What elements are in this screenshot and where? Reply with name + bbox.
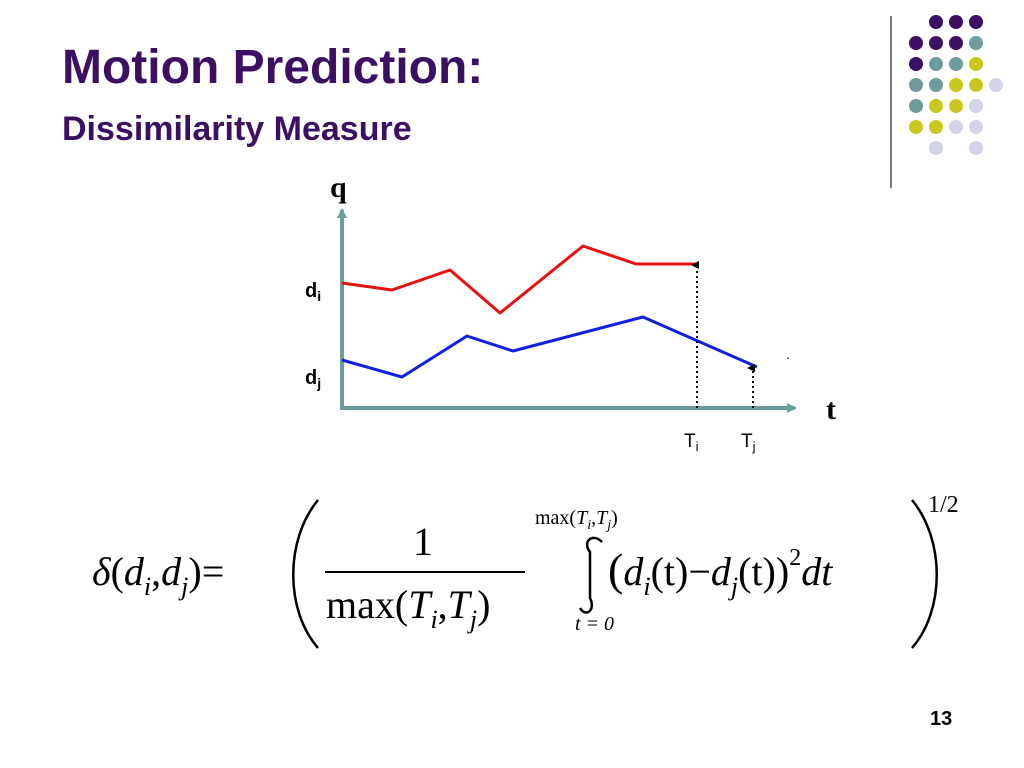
tick-tj-sub: j [752,439,756,454]
decorative-dot [929,120,943,134]
upper-max: max( [535,507,576,529]
tick-ti-main: T [684,431,696,452]
integrand-minus: − [688,549,711,594]
integral-sign [578,536,603,614]
den-i: i [430,605,437,634]
upper-j: j [605,518,611,533]
decorative-dot [929,141,943,155]
decorative-dot [929,99,943,113]
y-axis-label: q [330,171,347,204]
decorative-dot [949,99,963,113]
fraction-numerator: 1 [413,519,433,564]
upper-t1: T [576,507,589,529]
upper-comma: , [591,507,596,529]
integrand: (di(t)−dj(t))2dt [608,544,833,601]
stray-mark: . [786,346,790,362]
decorative-dot-grid [909,15,1003,155]
decorative-dot [929,57,943,71]
decorative-dot [969,78,983,92]
formula-lhs: δ(di,dj)= [92,549,224,601]
den-t2: T [448,582,473,627]
curve-j-label-main: d [305,367,317,389]
integrand-d1: d [623,549,644,594]
x-axis-label: t [826,393,836,426]
formula-lhs-comma: , [151,549,161,594]
integral-lower-limit: t = 0 [575,613,614,635]
decorative-dot [949,57,963,71]
formula-lhs-j: j [178,572,188,601]
upper-t2: T [596,507,609,529]
integrand-open-paren: ( [608,544,623,595]
den-comma: , [438,582,448,627]
fraction-denominator: max(Ti,Tj) [326,582,490,634]
formula-lhs-d1: d [124,549,145,594]
decorative-dot [989,78,1003,92]
decorative-dot [909,120,923,134]
decorative-dot [929,78,943,92]
formula-lhs-open: ( [111,549,124,594]
upper-close: ) [611,507,618,529]
curve-i-label-sub: i [317,288,321,304]
tick-label-ti: Ti [684,431,699,454]
curve-i-label-main: d [305,280,317,302]
integrand-square: 2 [789,545,801,571]
slide-subtitle: Dissimilarity Measure [62,110,412,148]
integrand-dt: dt [801,549,833,594]
formula-lhs-close: ) [188,549,201,594]
den-max: max( [326,582,408,627]
den-t1: T [408,582,433,627]
formula-lhs-d2: d [161,549,182,594]
decorative-dot [909,57,923,71]
tick-label-tj: Tj [741,431,756,454]
dissimilarity-formula: δ(di,dj)= 1 max(Ti,Tj) max(Ti,Tj) t = 0 … [92,492,959,649]
decorative-dot [969,120,983,134]
tick-ti-sub: i [696,439,699,454]
curve-i-label: di [305,280,321,304]
integrand-t1: (t) [651,549,689,594]
decorative-dot [949,78,963,92]
decorative-dot [969,141,983,155]
upper-i: i [587,518,591,533]
trajectory-curve-j [341,315,758,379]
trajectory-curve-i [341,244,697,315]
den-close: ) [477,582,490,627]
page-number: 13 [930,708,953,730]
decorative-dot [909,78,923,92]
decorative-dot [949,15,963,29]
big-right-paren [911,499,938,649]
slide-title: Motion Prediction: [62,41,484,94]
den-j: j [467,605,477,634]
decorative-dot [949,120,963,134]
curve-j-label: dj [305,367,321,391]
integrand-i: i [643,572,650,601]
outer-exponent: 1/2 [928,492,959,518]
decorative-dot [969,15,983,29]
decorative-dot [969,57,983,71]
integrand-t2: (t)) [738,549,789,594]
formula-equals: = [202,549,225,594]
integrand-d2: d [711,549,732,594]
decorative-dot [949,36,963,50]
decorative-divider [890,16,892,188]
decorative-dot [909,99,923,113]
trajectory-diagram: q t di dj Ti Tj . [305,171,836,454]
tick-tj-main: T [741,431,753,452]
decorative-dot [969,36,983,50]
formula-delta: δ [92,549,112,594]
curve-j-label-sub: j [316,375,321,391]
integral-upper-limit: max(Ti,Tj) [535,507,618,533]
decorative-dot [909,36,923,50]
decorative-dot [929,15,943,29]
formula-lhs-i: i [144,572,151,601]
big-left-paren [292,499,319,649]
integrand-j: j [728,572,738,601]
decorative-dot [969,99,983,113]
decorative-dot [929,36,943,50]
